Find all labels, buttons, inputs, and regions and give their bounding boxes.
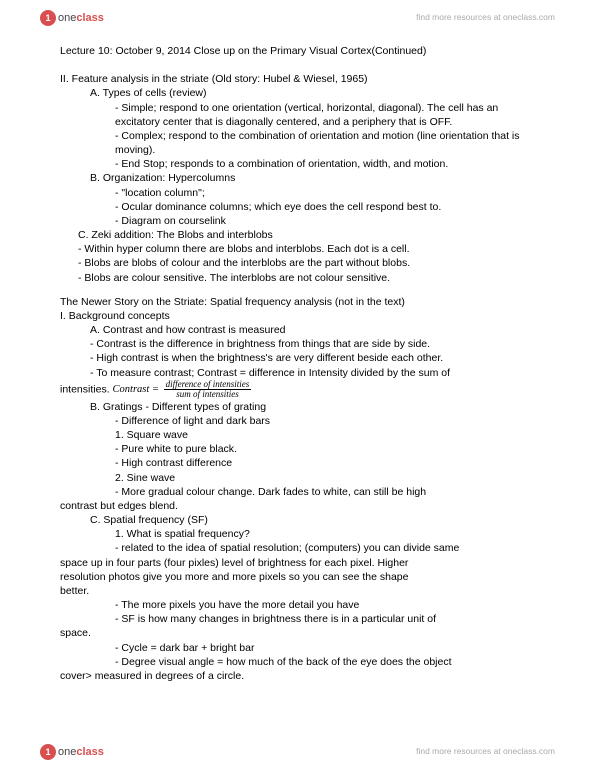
page-header: 1 oneclass find more resources at onecla… xyxy=(0,0,595,36)
bullet: - SF is how many changes in brightness t… xyxy=(60,612,535,626)
bullet: - Blobs are blobs of colour and the inte… xyxy=(60,256,535,270)
footer-tagline: find more resources at oneclass.com xyxy=(416,746,555,757)
subsection-b-head: B. Organization: Hypercolumns xyxy=(60,171,535,185)
bullet: - Blobs are colour sensitive. The interb… xyxy=(60,271,535,285)
bullet: - "location column"; xyxy=(60,186,535,200)
bullet: - More gradual colour change. Dark fades… xyxy=(60,485,535,499)
bullet: - High contrast difference xyxy=(60,456,535,470)
logo-icon: 1 xyxy=(40,744,56,760)
subsection-ib-head: B. Gratings - Different types of grating xyxy=(60,400,535,414)
logo-text: oneclass xyxy=(58,745,104,760)
bullet: - Ocular dominance columns; which eye do… xyxy=(60,200,535,214)
list-num: 2. Sine wave xyxy=(60,471,535,485)
bullet: - Complex; respond to the combination of… xyxy=(60,129,535,157)
logo-icon: 1 xyxy=(40,10,56,26)
bullet: - related to the idea of spatial resolut… xyxy=(60,541,535,555)
bullet: - End Stop; responds to a combination of… xyxy=(60,157,535,171)
logo-text: oneclass xyxy=(58,11,104,26)
bullet: - Contrast is the difference in brightne… xyxy=(60,337,535,351)
list-num: 1. What is spatial frequency? xyxy=(60,527,535,541)
contrast-formula: Contrast = difference of intensitiessum … xyxy=(113,384,252,395)
section-ii-head: II. Feature analysis in the striate (Old… xyxy=(60,72,535,86)
bullet: - The more pixels you have the more deta… xyxy=(60,598,535,612)
brand-logo: 1 oneclass xyxy=(40,10,104,26)
bullet-cont: cover> measured in degrees of a circle. xyxy=(60,669,535,683)
bullet: - Cycle = dark bar + bright bar xyxy=(60,641,535,655)
bullet-cont: space up in four parts (four pixles) lev… xyxy=(60,556,535,570)
subsection-a-head: A. Types of cells (review) xyxy=(60,86,535,100)
newer-story-head: The Newer Story on the Striate: Spatial … xyxy=(60,295,535,309)
bullet: - High contrast is when the brightness's… xyxy=(60,351,535,365)
formula-line: intensities. Contrast = difference of in… xyxy=(60,380,535,400)
lecture-title: Lecture 10: October 9, 2014 Close up on … xyxy=(60,44,535,58)
bullet: - Within hyper column there are blobs an… xyxy=(60,242,535,256)
page-footer: 1 oneclass find more resources at onecla… xyxy=(0,734,595,770)
subsection-c-head: C. Zeki addition: The Blobs and interblo… xyxy=(60,228,535,242)
bullet: - Pure white to pure black. xyxy=(60,442,535,456)
bullet: - Simple; respond to one orientation (ve… xyxy=(60,101,535,129)
bullet-cont: space. xyxy=(60,626,535,640)
subsection-ia-head: A. Contrast and how contrast is measured xyxy=(60,323,535,337)
bullet: - To measure contrast; Contrast = differ… xyxy=(60,366,535,380)
brand-logo-footer: 1 oneclass xyxy=(40,744,104,760)
bullet: - Diagram on courselink xyxy=(60,214,535,228)
section-i-head: I. Background concepts xyxy=(60,309,535,323)
formula-prefix: intensities. xyxy=(60,383,113,395)
bullet: - Difference of light and dark bars xyxy=(60,414,535,428)
header-tagline: find more resources at oneclass.com xyxy=(416,12,555,23)
document-body: Lecture 10: October 9, 2014 Close up on … xyxy=(0,36,595,723)
bullet-cont: better. xyxy=(60,584,535,598)
bullet-cont: contrast but edges blend. xyxy=(60,499,535,513)
bullet: - Degree visual angle = how much of the … xyxy=(60,655,535,669)
fraction: difference of intensitiessum of intensit… xyxy=(164,380,252,400)
subsection-ic-head: C. Spatial frequency (SF) xyxy=(60,513,535,527)
list-num: 1. Square wave xyxy=(60,428,535,442)
bullet-cont: resolution photos give you more and more… xyxy=(60,570,535,584)
